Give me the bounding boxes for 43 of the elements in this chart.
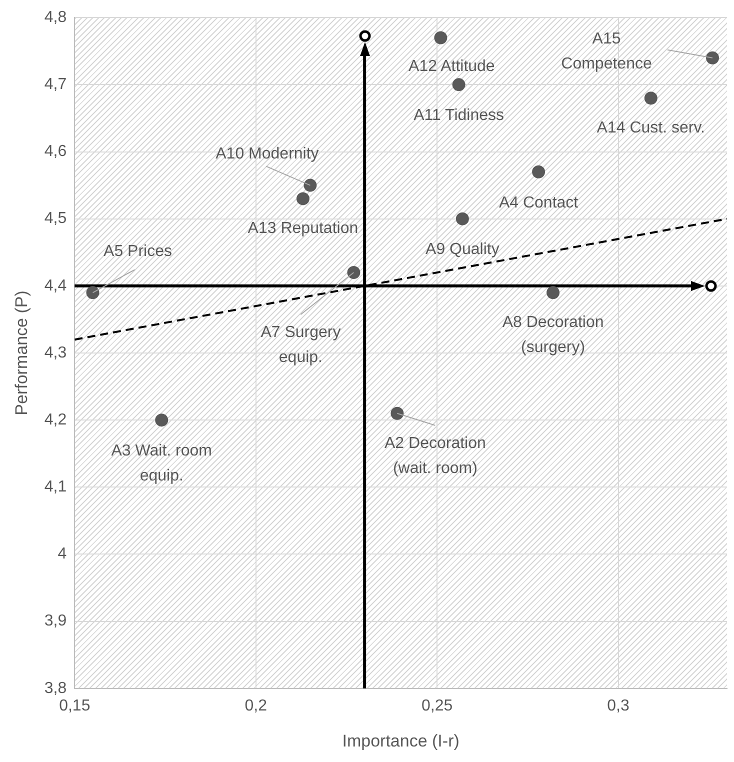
annotation: A11 Tidiness — [414, 107, 504, 124]
point — [347, 266, 360, 280]
annotation: A4 Contact — [498, 194, 579, 212]
annotation: A5 Prices — [104, 243, 172, 260]
annotation: A8 Decoration (surgery) — [502, 314, 604, 356]
point — [546, 286, 560, 300]
y-tick-label: 3,9 — [44, 612, 67, 630]
annotation: A3 Wait. room equip. — [111, 442, 212, 484]
point — [706, 51, 720, 64]
y-tick-label: 4,1 — [44, 478, 67, 496]
point — [456, 212, 469, 226]
point — [155, 414, 168, 427]
point — [452, 78, 466, 92]
point — [390, 406, 404, 420]
annotation: A7 Surgery equip. — [260, 324, 341, 366]
point — [86, 286, 100, 300]
point — [532, 165, 546, 178]
annotation: A9 Quality — [426, 241, 500, 258]
y-tick-label: 4,5 — [44, 210, 67, 228]
point — [434, 31, 448, 44]
x-tick-label: 0,2 — [244, 697, 268, 714]
point — [304, 178, 317, 192]
y-tick-label: 4,4 — [44, 277, 67, 294]
x-tick-label: 0,3 — [607, 697, 630, 714]
annotation: A10 Modernity — [216, 146, 319, 163]
point — [296, 192, 310, 206]
annotation: A15 Competence — [561, 30, 652, 72]
y-tick-label: 3,8 — [44, 680, 67, 697]
y-tick-label: 4,2 — [44, 411, 67, 428]
y-tick-label: 4,3 — [44, 344, 67, 362]
annotation: A13 Reputation — [248, 220, 358, 238]
y-tick-label: 4,6 — [44, 143, 67, 160]
y-tick-label: 4,8 — [44, 9, 67, 26]
point — [644, 92, 658, 105]
x-tick-label: 0,15 — [59, 697, 90, 714]
y-tick-label: 4,7 — [44, 76, 67, 94]
x-axis-title: Importance (I-r) — [342, 731, 460, 750]
annotation: A14 Cust. serv. — [596, 120, 705, 136]
x-tick-label: 0,25 — [421, 697, 453, 714]
annotation: A2 Decoration (wait. room) — [384, 434, 486, 477]
annotation: A12 Attitude — [408, 58, 495, 76]
y-axis-title: Performance (P) — [12, 290, 31, 416]
y-tick-label: 4 — [58, 546, 67, 563]
